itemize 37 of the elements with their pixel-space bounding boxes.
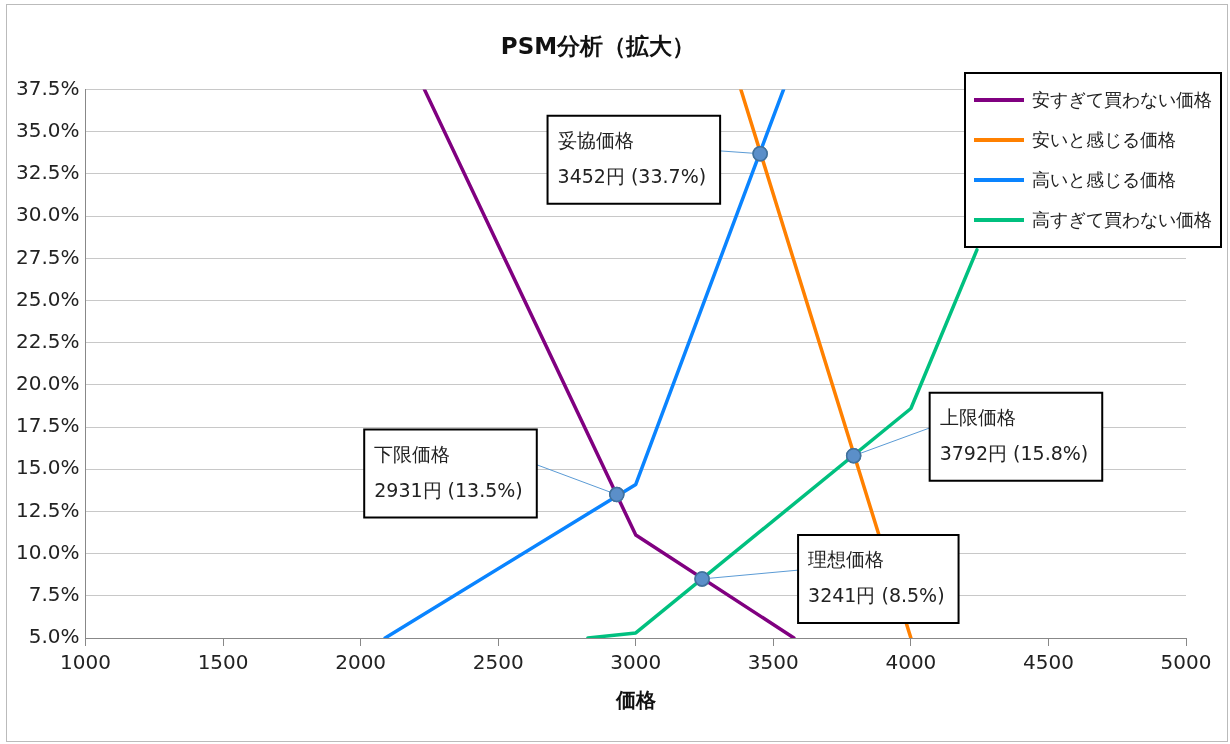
point bbox=[694, 571, 710, 587]
x-tick-label: 2500 bbox=[472, 650, 524, 675]
x-tick-label: 1000 bbox=[60, 650, 111, 675]
x-tick-label: 1500 bbox=[197, 650, 249, 675]
legend-label: 安すぎて買わない価格 bbox=[1032, 87, 1212, 112]
x-tick-label: 3000 bbox=[610, 650, 662, 675]
legend-label: 安いと感じる価格 bbox=[1032, 127, 1176, 152]
y-tick-label: 32.5% bbox=[15, 160, 80, 185]
y-tick-label: 35.0% bbox=[15, 117, 80, 142]
y-tick-label: 20.0% bbox=[15, 371, 80, 396]
legend-label: 高すぎて買わない価格 bbox=[1032, 207, 1212, 232]
y-tick-label: 17.5% bbox=[15, 413, 80, 438]
y-tick-label: 25.0% bbox=[15, 286, 80, 311]
y-tick-label: 5.0% bbox=[28, 624, 80, 649]
x-tick-label: 4500 bbox=[1022, 650, 1074, 675]
legend-label: 高いと感じる価格 bbox=[1032, 167, 1176, 192]
point bbox=[845, 448, 862, 464]
y-tick-label: 30.0% bbox=[15, 202, 80, 227]
x-tick-label: 2000 bbox=[335, 650, 387, 675]
y-tick-label: 15.0% bbox=[15, 455, 80, 480]
y-tick-label: 37.5% bbox=[15, 75, 80, 100]
y-tick-label: 22.5% bbox=[15, 328, 80, 353]
x-axis-title: 価格 bbox=[614, 688, 657, 713]
annotation: 下限価格 2931円 (13.5%) bbox=[374, 442, 523, 501]
x-tick-label: 4000 bbox=[885, 650, 937, 675]
point bbox=[752, 145, 768, 162]
point bbox=[609, 486, 625, 503]
y-tick-label: 7.5% bbox=[28, 582, 80, 607]
chart-title: PSM分析（拡大） bbox=[500, 32, 696, 59]
x-tick-label: 5000 bbox=[1160, 650, 1212, 675]
annotation: 上限価格 3792円 (15.8%) bbox=[939, 405, 1089, 464]
y-tick-label: 10.0% bbox=[15, 539, 80, 564]
y-tick-label: 27.5% bbox=[15, 244, 80, 269]
annotation: 妥協価格 3452円 (33.7%) bbox=[557, 128, 707, 187]
x-tick-label: 3500 bbox=[747, 650, 799, 675]
y-tick-label: 12.5% bbox=[15, 497, 80, 522]
annotation: 理想価格 3241円 (8.5%) bbox=[808, 547, 945, 606]
